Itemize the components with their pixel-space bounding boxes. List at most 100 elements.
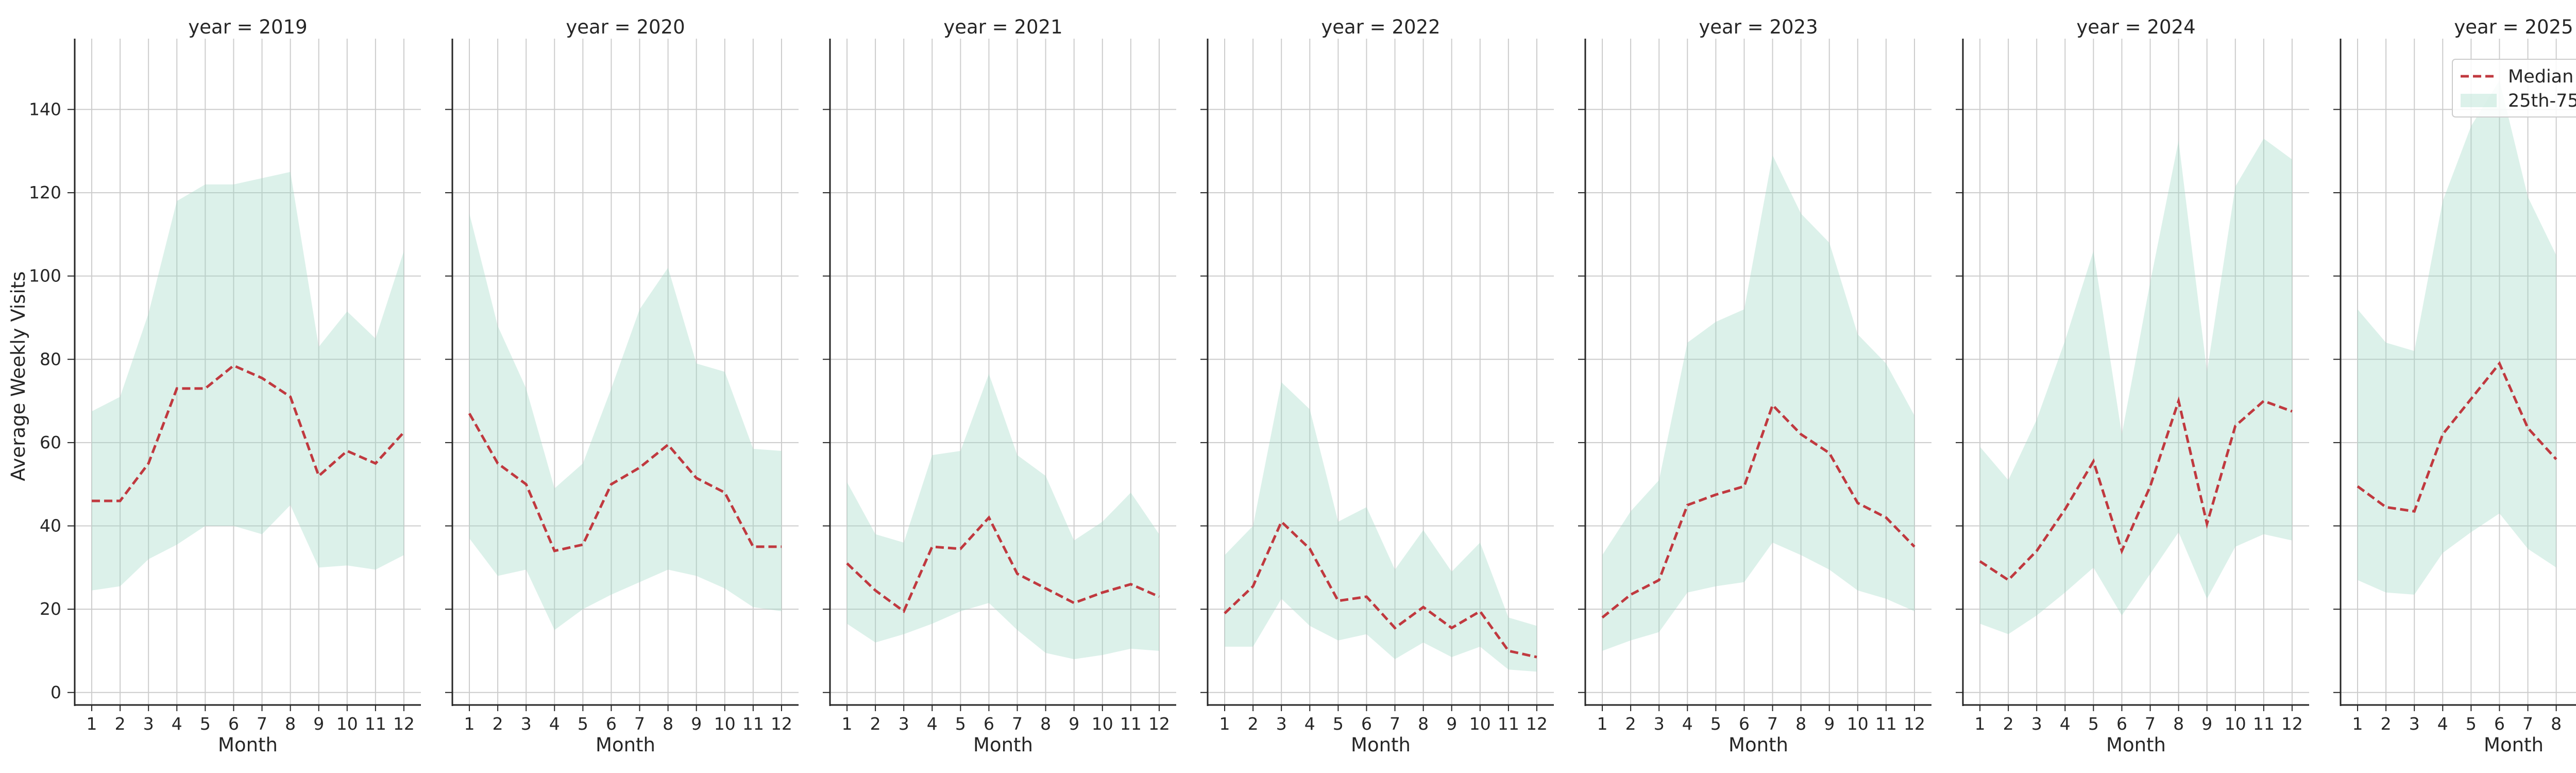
- x-tick-label: 5: [578, 714, 588, 734]
- x-tick-label: 2: [493, 714, 503, 734]
- y-tick-label: 120: [29, 182, 61, 203]
- x-tick-label: 8: [1040, 714, 1051, 734]
- median-line: [1224, 519, 1537, 659]
- x-tick-label: 11: [365, 714, 386, 734]
- x-tick-label: 7: [2145, 714, 2156, 734]
- median-line: [2357, 361, 2557, 513]
- x-tick-label: 5: [2088, 714, 2099, 734]
- x-tick-label: 3: [521, 714, 532, 734]
- x-tick-label: 9: [1446, 714, 1457, 734]
- x-tick-label: 8: [2551, 714, 2562, 734]
- facet-title: year = 2020: [566, 16, 685, 38]
- x-tick-label: 1: [842, 714, 853, 734]
- y-tick-label: 40: [40, 516, 61, 536]
- x-tick-label: 1: [1597, 714, 1608, 734]
- x-tick-label: 3: [143, 714, 154, 734]
- x-tick-label: 5: [2466, 714, 2477, 734]
- legend-band-swatch: [2461, 94, 2497, 107]
- x-tick-label: 4: [927, 714, 938, 734]
- x-tick-label: 4: [1682, 714, 1693, 734]
- x-tick-label: 12: [393, 714, 415, 734]
- x-tick-label: 4: [549, 714, 560, 734]
- x-tick-label: 4: [172, 714, 182, 734]
- x-tick-label: 7: [1767, 714, 1778, 734]
- x-tick-label: 12: [1148, 714, 1170, 734]
- x-tick-label: 9: [313, 714, 324, 734]
- legend-median-label: Median: [2508, 66, 2573, 87]
- percentile-band: [1225, 382, 1537, 672]
- y-axis-label: Average Weekly Visits: [7, 271, 29, 481]
- x-tick-label: 10: [336, 714, 358, 734]
- x-tick-label: 3: [1654, 714, 1665, 734]
- x-axis-label: Month: [2484, 734, 2544, 756]
- x-tick-label: 10: [1847, 714, 1869, 734]
- x-axis-label: Month: [1728, 734, 1788, 756]
- x-tick-label: 10: [2225, 714, 2246, 734]
- facet-title: year = 2021: [943, 16, 1062, 38]
- x-tick-label: 5: [1710, 714, 1721, 734]
- x-tick-label: 9: [691, 714, 702, 734]
- facet-title: year = 2024: [2076, 16, 2195, 38]
- x-axis-label: Month: [1351, 734, 1411, 756]
- x-tick-label: 6: [606, 714, 617, 734]
- x-tick-label: 4: [2060, 714, 2071, 734]
- x-tick-label: 10: [1469, 714, 1491, 734]
- facet-title: year = 2023: [1699, 16, 1818, 38]
- x-tick-label: 6: [228, 714, 239, 734]
- x-tick-label: 2: [870, 714, 881, 734]
- x-tick-label: 7: [1389, 714, 1400, 734]
- x-tick-label: 12: [1904, 714, 1925, 734]
- x-tick-label: 3: [899, 714, 909, 734]
- legend-frame: [2452, 59, 2576, 117]
- legend-band-label: 25th-75th Percentile: [2508, 91, 2576, 111]
- x-axis-label: Month: [2106, 734, 2166, 756]
- x-tick-label: 12: [2281, 714, 2303, 734]
- percentile-band: [1602, 155, 1914, 651]
- y-tick-label: 60: [40, 432, 61, 452]
- x-tick-label: 8: [2173, 714, 2184, 734]
- x-tick-label: 8: [663, 714, 673, 734]
- x-tick-label: 3: [2409, 714, 2420, 734]
- x-tick-label: 11: [1120, 714, 1142, 734]
- percentile-band: [469, 213, 782, 630]
- x-axis-label: Month: [218, 734, 278, 756]
- x-tick-label: 11: [1875, 714, 1897, 734]
- legend: Median 25th-75th Percentile: [2452, 59, 2576, 117]
- x-tick-label: 5: [1333, 714, 1344, 734]
- x-tick-label: 11: [2253, 714, 2275, 734]
- median-line: [846, 515, 1160, 614]
- x-tick-label: 6: [1361, 714, 1372, 734]
- x-tick-label: 8: [285, 714, 296, 734]
- facet-title: year = 2025: [2454, 16, 2573, 38]
- y-tick-label: 80: [40, 349, 61, 369]
- median-line: [92, 364, 405, 502]
- x-tick-label: 3: [2031, 714, 2042, 734]
- y-tick-label: 0: [50, 682, 61, 702]
- x-tick-label: 10: [714, 714, 736, 734]
- x-tick-label: 6: [984, 714, 994, 734]
- facet-title: year = 2019: [188, 16, 307, 38]
- x-tick-label: 7: [257, 714, 267, 734]
- x-tick-label: 2: [1248, 714, 1259, 734]
- x-tick-label: 1: [1975, 714, 1986, 734]
- percentile-band: [92, 172, 404, 591]
- percentile-band: [2358, 80, 2556, 595]
- x-tick-label: 12: [771, 714, 792, 734]
- y-tick-label: 140: [29, 99, 61, 119]
- x-tick-label: 7: [1012, 714, 1023, 734]
- y-tick-label: 20: [40, 599, 61, 619]
- median-line: [468, 413, 782, 552]
- x-tick-label: 5: [200, 714, 211, 734]
- x-tick-label: 2: [115, 714, 126, 734]
- x-tick-label: 5: [955, 714, 966, 734]
- x-tick-label: 4: [1304, 714, 1315, 734]
- percentile-band: [847, 374, 1159, 660]
- facet-title: year = 2022: [1321, 16, 1440, 38]
- median-line: [1979, 396, 2293, 582]
- x-tick-label: 12: [1526, 714, 1548, 734]
- x-tick-label: 9: [1824, 714, 1835, 734]
